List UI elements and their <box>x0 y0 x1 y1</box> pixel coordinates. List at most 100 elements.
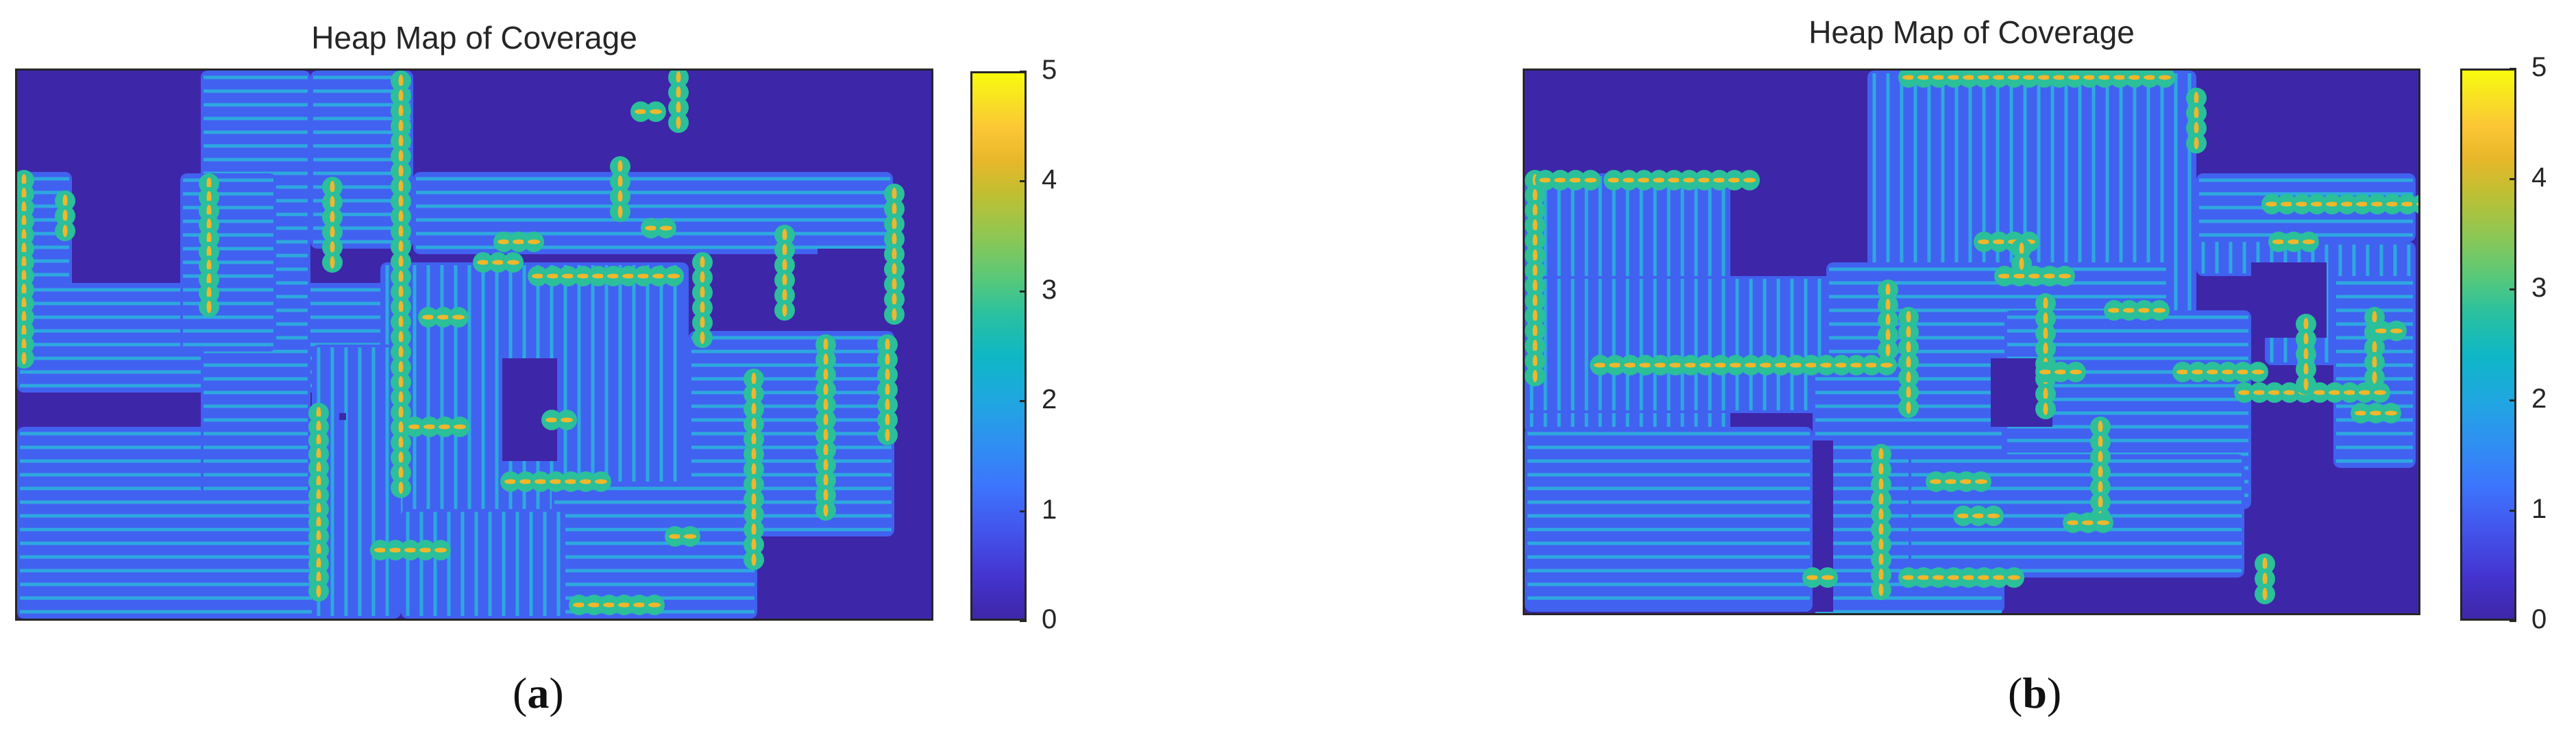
coverage-stripe <box>20 555 343 559</box>
high-overlap <box>316 475 321 488</box>
high-overlap <box>823 384 829 396</box>
high-overlap <box>398 105 404 117</box>
coverage-stripe <box>556 512 561 616</box>
high-overlap <box>562 273 574 279</box>
coverage-stripe <box>183 260 273 264</box>
coverage-stripe <box>1708 279 1712 410</box>
coverage-stripe <box>1911 500 2242 504</box>
high-overlap <box>398 225 404 238</box>
coverage-stripe <box>1667 279 1671 410</box>
coverage-stripe <box>554 528 755 532</box>
high-overlap <box>751 493 757 506</box>
high-overlap <box>2044 273 2056 279</box>
high-overlap <box>2144 75 2156 80</box>
covered-region <box>401 509 565 619</box>
colorbar-tick-label: 1 <box>1042 494 1057 525</box>
coverage-stripe <box>2007 343 2248 347</box>
coverage-stripe <box>183 315 273 319</box>
coverage-stripe <box>2064 73 2068 410</box>
high-overlap <box>2053 75 2065 80</box>
high-overlap <box>2028 273 2041 279</box>
coverage-stripe <box>1872 73 1876 410</box>
coverage-stripe <box>183 301 273 306</box>
coverage-stripe <box>20 528 343 532</box>
high-overlap <box>62 195 68 207</box>
high-overlap <box>398 271 404 283</box>
high-overlap <box>1960 479 1972 484</box>
high-overlap <box>1906 371 1911 384</box>
high-overlap <box>2043 388 2048 400</box>
coverage-stripe <box>554 541 755 545</box>
coverage-stripe <box>20 232 69 236</box>
high-overlap <box>398 391 404 404</box>
high-overlap <box>885 429 890 441</box>
coverage-stripe <box>20 273 69 277</box>
high-overlap <box>1975 479 1987 484</box>
high-overlap <box>700 256 705 269</box>
coverage-stripe <box>2007 411 2248 415</box>
coverage-stripe <box>204 144 308 148</box>
colorbar-tick-mark <box>1020 510 1027 512</box>
coverage-stripe <box>2007 425 2248 429</box>
coverage-stripe <box>632 265 636 547</box>
high-overlap <box>1902 75 1915 80</box>
high-overlap <box>316 558 321 570</box>
high-overlap <box>1878 584 1884 596</box>
high-overlap <box>2401 201 2414 207</box>
high-overlap <box>580 479 592 484</box>
high-overlap <box>1820 362 1832 368</box>
high-overlap <box>398 286 404 298</box>
high-overlap <box>1532 310 1538 322</box>
obstacle <box>339 413 346 420</box>
coverage-stripe <box>604 265 609 547</box>
high-overlap <box>2222 369 2234 375</box>
coverage-stripe <box>204 432 308 436</box>
coverage-stripe <box>691 528 892 532</box>
high-overlap <box>316 489 321 501</box>
high-overlap <box>206 232 212 245</box>
high-overlap <box>684 534 696 539</box>
high-overlap <box>316 585 321 597</box>
high-overlap <box>62 225 68 237</box>
coverage-stripe <box>204 75 308 79</box>
high-overlap <box>2083 75 2096 80</box>
high-overlap <box>700 286 705 299</box>
high-overlap <box>1730 362 1742 368</box>
colorbar-tick-label: 5 <box>1042 55 1057 85</box>
coverage-stripe <box>646 265 650 547</box>
high-overlap <box>1700 362 1712 368</box>
coverage-stripe <box>313 240 410 244</box>
high-overlap <box>1532 370 1538 382</box>
high-overlap <box>21 352 27 364</box>
high-overlap <box>398 90 404 102</box>
coverage-stripe <box>2336 295 2413 299</box>
high-overlap <box>1993 75 2005 80</box>
coverage-stripe <box>313 116 410 121</box>
coverage-stripe <box>204 418 308 422</box>
coverage-stripe <box>1776 279 1780 410</box>
coverage-stripe <box>691 473 892 477</box>
high-overlap <box>2153 308 2166 313</box>
coverage-stripe <box>659 265 663 547</box>
high-overlap <box>2237 369 2249 375</box>
coverage-stripe <box>691 432 892 436</box>
coverage-stripe <box>1584 279 1588 410</box>
high-overlap <box>398 376 404 388</box>
coverage-stripe <box>2007 384 2248 388</box>
coverage-stripe <box>183 343 273 347</box>
colorbar-tick-mark <box>2510 399 2516 401</box>
high-overlap <box>1885 314 1891 326</box>
colorbar-tick-label: 5 <box>2531 52 2547 82</box>
high-overlap <box>398 135 404 147</box>
high-overlap <box>2359 390 2371 395</box>
coverage-stripe <box>20 596 343 600</box>
high-overlap <box>1760 362 1772 368</box>
high-overlap <box>2266 201 2278 207</box>
coverage-stripe <box>554 555 755 559</box>
coverage-stripe <box>2336 432 2413 436</box>
high-overlap <box>2252 369 2264 375</box>
coverage-stripe <box>1528 569 1810 573</box>
high-overlap <box>398 316 404 328</box>
high-overlap <box>330 211 335 223</box>
high-overlap <box>1638 177 1650 183</box>
